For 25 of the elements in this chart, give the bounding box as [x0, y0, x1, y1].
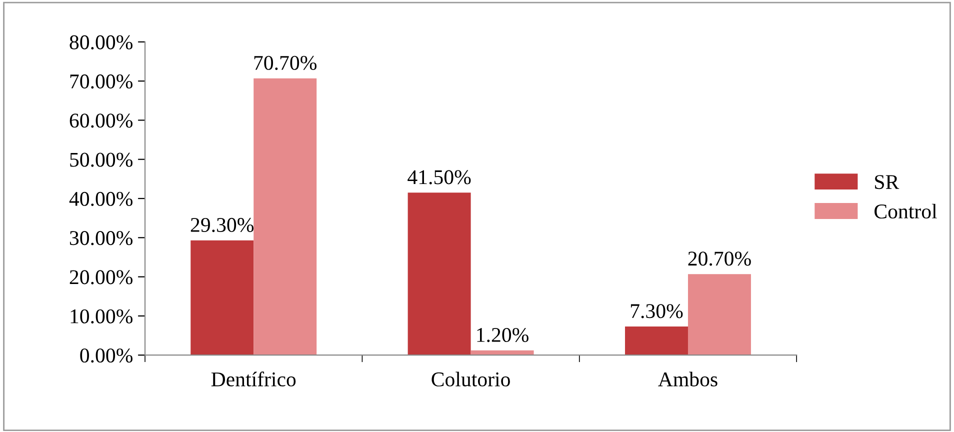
data-label: 70.70%	[254, 56, 317, 70]
bar	[190, 240, 254, 356]
data-label: 20.70%	[688, 252, 751, 266]
x-tick-label: Colutorio	[432, 372, 510, 386]
data-label: 29.30%	[190, 218, 254, 232]
data-label: 1.20%	[477, 328, 528, 342]
data-label: 41.50%	[408, 170, 471, 184]
legend-label: SR	[875, 175, 900, 190]
y-tick-label: 10.00%	[70, 309, 132, 324]
data-label: 7.30%	[630, 304, 683, 318]
legend-label: Control	[874, 204, 937, 218]
y-tick-label: 70.00%	[70, 74, 132, 89]
y-tick-label: 40.00%	[69, 192, 132, 206]
y-tick-label: 30.00%	[70, 231, 132, 246]
x-tick-label: Ambos	[658, 372, 718, 386]
bar	[688, 274, 751, 356]
y-tick-label: 20.00%	[70, 270, 132, 284]
bar	[625, 326, 688, 356]
y-tick-label: 60.00%	[70, 114, 132, 128]
y-tick-label: 80.00%	[70, 35, 132, 50]
bar	[254, 78, 317, 356]
x-tick-label: Dentífrico	[211, 372, 296, 386]
y-tick-label: 0.00%	[80, 348, 132, 363]
bar	[408, 192, 471, 356]
y-tick-label: 50.00%	[70, 152, 132, 167]
